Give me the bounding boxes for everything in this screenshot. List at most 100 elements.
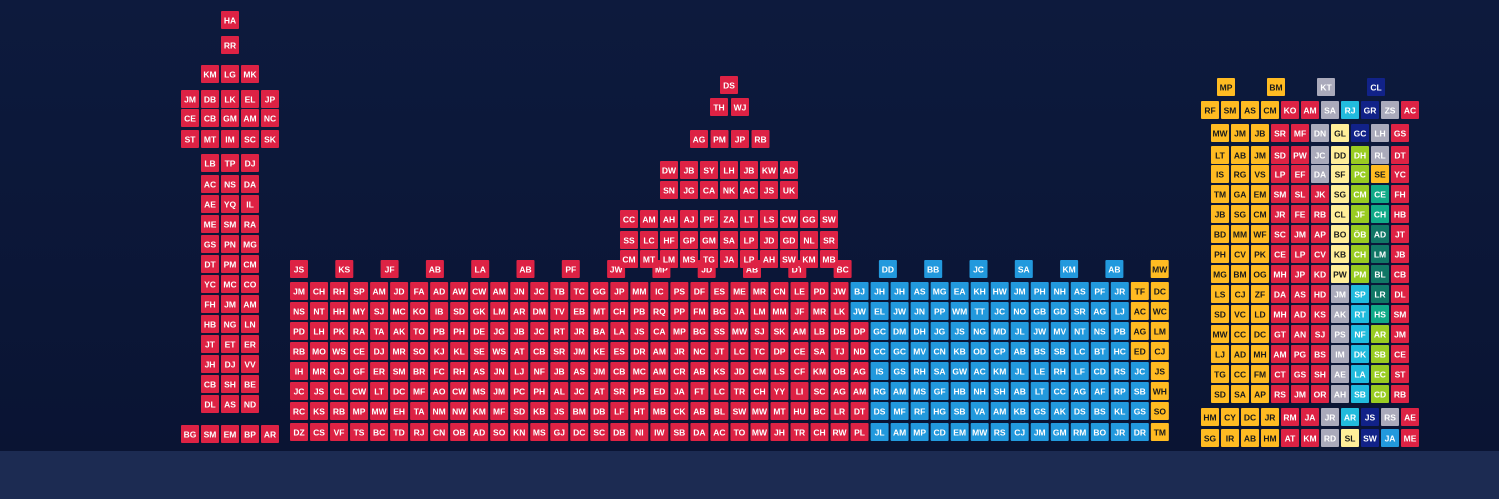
seat-label: RG	[1234, 170, 1247, 180]
seat	[241, 275, 259, 293]
seat-label: AM	[793, 327, 806, 337]
seat	[1391, 165, 1409, 183]
seat-label: JM	[1014, 287, 1026, 297]
seat-label: GR	[1364, 106, 1377, 116]
seat-label: CH	[753, 387, 765, 397]
seat	[730, 302, 749, 320]
seat	[310, 402, 329, 420]
seat	[1391, 205, 1409, 223]
seat-label: JD	[701, 265, 712, 275]
seat	[530, 402, 549, 420]
seat-label: DB	[833, 327, 845, 337]
seat-label: AR	[1374, 330, 1386, 340]
seat-label: MS	[913, 387, 926, 397]
seat	[850, 282, 869, 300]
seat-label: DZ	[293, 428, 304, 438]
seat-label: PF	[1094, 287, 1105, 297]
seat	[970, 382, 989, 400]
seat-label: JR	[574, 327, 585, 337]
seat-label: BT	[1094, 347, 1106, 357]
seat-label: SG	[1334, 190, 1347, 200]
seat	[670, 382, 689, 400]
seat-label: GD	[1053, 307, 1066, 317]
seat-label: ET	[225, 340, 237, 350]
seat	[425, 260, 444, 278]
seat-label: TM	[1214, 190, 1226, 200]
seat-label: DA	[244, 180, 256, 190]
seat	[1271, 185, 1289, 203]
seat-label: NT	[313, 307, 325, 317]
seat-label: MW	[752, 428, 768, 438]
seat-label: CV	[1234, 250, 1246, 260]
seat-label: PF	[704, 215, 715, 225]
seat-label: RQ	[653, 307, 666, 317]
seat-label: HB	[954, 387, 966, 397]
seat-label: CB	[204, 114, 216, 124]
seat-label: LM	[1154, 327, 1166, 337]
seat-label: ZA	[723, 215, 734, 225]
seat	[760, 161, 778, 179]
seat	[1130, 402, 1149, 420]
seat-label: LN	[244, 320, 255, 330]
seat-label: TG	[1214, 370, 1226, 380]
seat	[1341, 101, 1359, 119]
seat	[550, 302, 569, 320]
seat	[830, 423, 849, 441]
seat-label: AG	[1133, 327, 1146, 337]
seat-label: GF	[934, 387, 946, 397]
seat	[410, 342, 429, 360]
seat	[1150, 382, 1169, 400]
seat-label: LC	[714, 387, 725, 397]
seat-label: LM	[753, 307, 765, 317]
seat	[370, 322, 389, 340]
seat-label: DD	[882, 265, 894, 275]
seat-label: JB	[1395, 250, 1406, 260]
seat-label: CM	[1353, 190, 1366, 200]
seat	[610, 423, 629, 441]
seat-label: OB	[833, 367, 846, 377]
seat-label: NC	[264, 114, 276, 124]
seat	[1211, 245, 1229, 263]
seat-label: JC	[574, 387, 585, 397]
seat-label: RH	[913, 367, 925, 377]
seat-label: SA	[1234, 390, 1246, 400]
seat	[1030, 322, 1049, 340]
seat	[1030, 382, 1049, 400]
seat-label: ND	[853, 347, 865, 357]
seat-label: JR	[1275, 210, 1286, 220]
seat-label: SR	[1274, 129, 1286, 139]
seat	[1371, 285, 1389, 303]
seat-label: CL	[1334, 210, 1345, 220]
seat	[680, 161, 698, 179]
seat	[241, 130, 259, 148]
seat-label: MH	[1253, 350, 1266, 360]
seat-label: JN	[494, 367, 505, 377]
seat-label: DN	[1314, 129, 1326, 139]
seat	[1010, 322, 1029, 340]
seat	[1341, 429, 1359, 447]
seat-label: PC	[513, 387, 525, 397]
seat	[930, 423, 949, 441]
seat-label: NT	[1074, 327, 1086, 337]
seat	[530, 282, 549, 300]
seat-label: CP	[994, 347, 1006, 357]
seat	[1351, 124, 1369, 142]
seat-label: JW	[853, 307, 867, 317]
seat-label: MM	[1233, 230, 1247, 240]
seat-label: SA	[814, 347, 826, 357]
seat	[350, 402, 369, 420]
seat	[970, 342, 989, 360]
seat	[470, 302, 489, 320]
seat-label: AB	[693, 407, 705, 417]
seat-label: JH	[874, 287, 885, 297]
seat-label: KL	[1114, 407, 1125, 417]
seat-label: GC	[893, 347, 906, 357]
seat	[261, 90, 279, 108]
seat	[1105, 260, 1124, 278]
seat-label: LS	[774, 367, 785, 377]
seat	[700, 181, 718, 199]
seat	[1010, 362, 1029, 380]
seat	[1311, 325, 1329, 343]
seat-label: BM	[573, 407, 586, 417]
seat-label: CL	[333, 387, 344, 397]
